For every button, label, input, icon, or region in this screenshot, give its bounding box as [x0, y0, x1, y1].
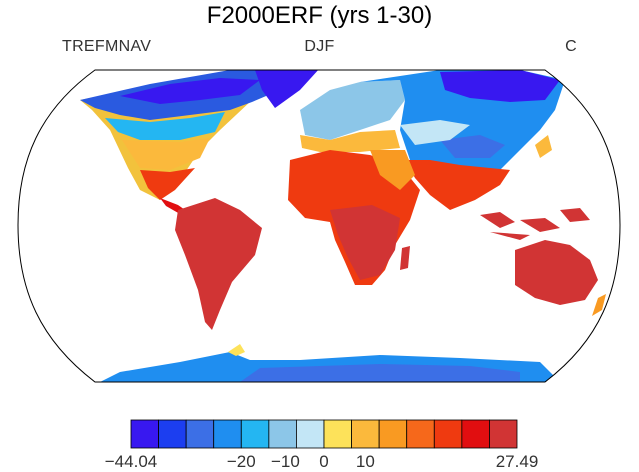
antarctica-interior [240, 364, 520, 382]
colorbar-swatch [130, 419, 159, 449]
units-label: C [565, 38, 577, 55]
colorbar-swatch [433, 419, 463, 449]
canada-interior-cold [120, 78, 260, 104]
colorbar-swatch [323, 419, 352, 449]
colorbar-tick-label: 10 [355, 452, 375, 471]
colorbar-swatch [351, 419, 380, 449]
season-label: DJF [304, 38, 335, 55]
colorbar-swatch [158, 419, 187, 449]
central-asia-cool [400, 120, 470, 145]
south-america-land [175, 198, 262, 330]
colorbar-swatch [406, 419, 435, 449]
tibet-cold [440, 135, 505, 158]
colorbar-tick-label: −10 [270, 452, 300, 471]
colorbar-swatch [461, 419, 490, 449]
colorbar-swatch [268, 419, 297, 449]
europe-land [300, 80, 405, 140]
south-asia-warm [405, 160, 510, 210]
land-masses [80, 70, 606, 382]
australia-land [515, 240, 598, 305]
colorbar-swatch [296, 419, 325, 449]
colorbar-swatch [378, 419, 408, 449]
colorbar-swatch [489, 419, 518, 449]
madagascar-island [400, 246, 410, 270]
arabia-warm [370, 150, 415, 190]
colorbar-tick-label: 27.49 [495, 452, 539, 471]
north-america-mid [105, 112, 225, 140]
colorbar-swatch [240, 419, 270, 449]
variable-name: TREFMNAV [62, 38, 152, 55]
colorbar [130, 419, 518, 449]
colorbar-swatch [213, 419, 242, 449]
new-zealand-islands [592, 294, 606, 316]
central-africa-hot [330, 205, 400, 280]
globe-outline [17, 69, 621, 383]
mediterranean-band [300, 130, 400, 152]
siberia-cold [440, 70, 560, 102]
antarctic-peninsula [228, 344, 245, 356]
colorbar-tick-label: 0 [319, 452, 329, 471]
indonesia-islands [480, 208, 590, 240]
map-title: F2000ERF (yrs 1-30) [206, 2, 433, 29]
mexico-warm [140, 168, 195, 200]
colorbar-tick-label: −20 [226, 452, 256, 471]
colorbar-tick-label: −44.04 [104, 452, 158, 471]
colorbar-swatch [185, 419, 215, 449]
japan-islands [535, 135, 552, 158]
usa-band [122, 138, 210, 170]
greenland-land [255, 70, 320, 108]
